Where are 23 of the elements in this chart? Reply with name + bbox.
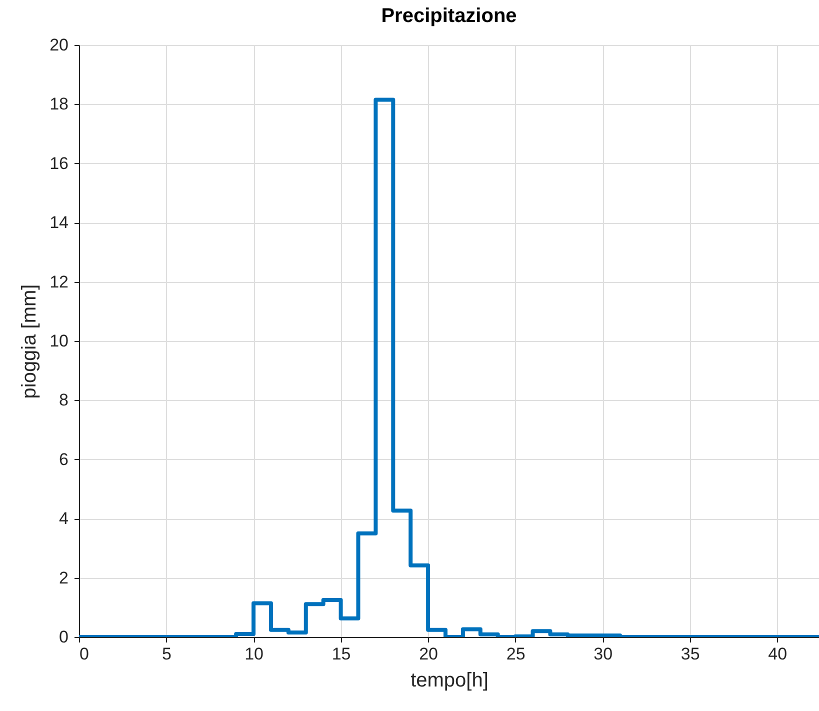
x-tick-label: 40 bbox=[768, 644, 788, 664]
y-tick-label: 4 bbox=[59, 509, 68, 528]
x-tick-label: 35 bbox=[680, 644, 700, 664]
y-tick-label: 2 bbox=[59, 568, 68, 588]
x-tick-label: 30 bbox=[594, 644, 613, 664]
y-tick-label: 12 bbox=[50, 272, 68, 292]
y-tick-label: 8 bbox=[59, 390, 68, 410]
y-axis-title: pioggia [mm] bbox=[18, 284, 41, 399]
y-tick-label: 16 bbox=[50, 154, 68, 173]
y-tick-label: 14 bbox=[50, 213, 68, 232]
y-tick-label: 10 bbox=[50, 332, 68, 350]
x-tick-label: 15 bbox=[332, 644, 351, 664]
y-tick-label: 6 bbox=[59, 450, 68, 469]
x-tick-label: 5 bbox=[162, 644, 172, 664]
x-tick-label: 25 bbox=[506, 644, 526, 664]
chart-title: Precipitazione bbox=[381, 5, 517, 27]
x-tick-label: 10 bbox=[244, 644, 264, 664]
y-tick-label: 0 bbox=[59, 628, 68, 646]
x-tick-label: 20 bbox=[419, 644, 438, 664]
y-tick-label: 18 bbox=[50, 94, 68, 114]
x-axis-title: tempo[h] bbox=[410, 670, 488, 692]
y-tick-label: 20 bbox=[50, 36, 68, 54]
x-tick-label: 0 bbox=[80, 644, 89, 664]
